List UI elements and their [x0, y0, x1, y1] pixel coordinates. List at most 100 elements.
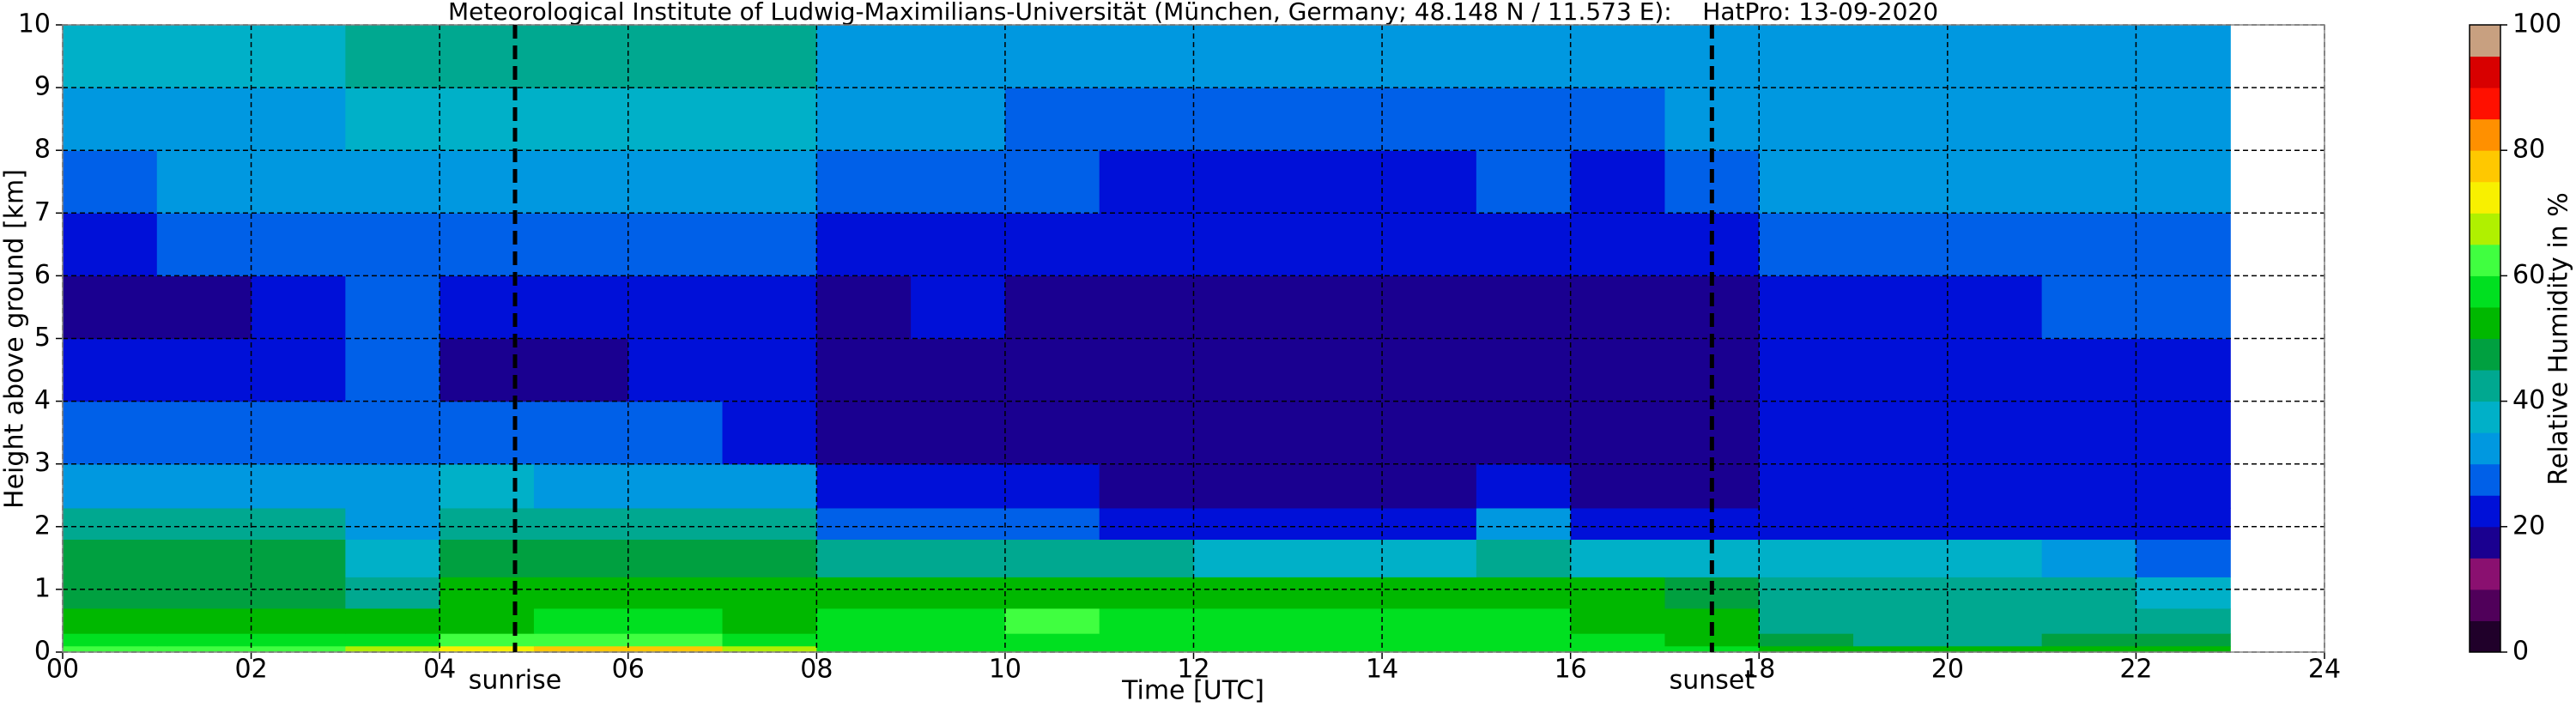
y-tick-label: 1 — [34, 573, 51, 603]
heatmap-cell — [627, 150, 724, 214]
heatmap-cell — [1853, 463, 1949, 509]
heatmap-cell — [251, 275, 346, 340]
heatmap-cell — [439, 507, 535, 541]
heatmap-cell — [1759, 338, 1854, 402]
heatmap-cell — [439, 213, 535, 276]
heatmap-cell — [345, 463, 440, 509]
heatmap-cell — [911, 338, 1006, 402]
heatmap-cell — [63, 645, 158, 653]
heatmap-cell — [251, 633, 346, 647]
heatmap-cell — [1476, 607, 1572, 634]
y-tick-label: 3 — [34, 448, 51, 478]
colorbar-segment — [2470, 88, 2500, 120]
heatmap-cell — [63, 213, 158, 276]
heatmap-cell — [1288, 607, 1383, 634]
heatmap-cell — [63, 338, 158, 402]
heatmap-cell — [533, 213, 629, 276]
heatmap-cell — [816, 25, 912, 88]
heatmap-cell — [1004, 150, 1100, 214]
annotation-label: sunset — [1670, 666, 1755, 696]
heatmap-cell — [345, 338, 440, 402]
colorbar-tick-label: 80 — [2512, 135, 2545, 165]
heatmap-cell — [1759, 645, 1854, 653]
heatmap-cell — [1288, 150, 1383, 214]
heatmap-cell — [2041, 607, 2137, 634]
heatmap-cell — [1853, 401, 1949, 465]
heatmap-cell — [2136, 539, 2231, 577]
heatmap-cell — [1193, 213, 1288, 276]
heatmap-cell — [156, 25, 252, 88]
heatmap-cell — [533, 338, 629, 402]
heatmap-cell — [1947, 539, 2043, 577]
heatmap-cell — [1759, 213, 1854, 276]
heatmap-cell — [816, 88, 912, 151]
heatmap-cell — [816, 607, 912, 634]
heatmap-cell — [1476, 338, 1572, 402]
heatmap-cell — [1099, 633, 1195, 647]
heatmap-cell — [816, 150, 912, 214]
heatmap-cell — [439, 25, 535, 88]
heatmap-cell — [1193, 463, 1288, 509]
heatmap-cell — [722, 88, 817, 151]
heatmap-cell — [251, 213, 346, 276]
heatmap-cell — [1099, 463, 1195, 509]
heatmap-cell — [627, 338, 724, 402]
heatmap-cell — [1947, 507, 2043, 541]
heatmap-cell — [345, 539, 440, 577]
heatmap-cell — [439, 539, 535, 577]
heatmap-cell — [1004, 338, 1100, 402]
heatmap-cell — [1759, 88, 1854, 151]
heatmap-cell — [722, 633, 817, 647]
heatmap-cell — [911, 401, 1006, 465]
heatmap-cell — [2136, 507, 2231, 541]
heatmap-cell — [911, 275, 1006, 340]
heatmap-cell — [1853, 150, 1949, 214]
heatmap-cell — [1570, 25, 1666, 88]
colorbar-segment — [2470, 306, 2500, 339]
heatmap-cell — [2041, 25, 2137, 88]
heatmap-cell — [533, 275, 629, 340]
heatmap-cell — [816, 338, 912, 402]
heatmap-cell — [2041, 507, 2137, 541]
annotation-label: sunrise — [469, 666, 561, 696]
heatmap-cell — [1476, 150, 1572, 214]
x-tick-label: 18 — [1743, 655, 1775, 685]
colorbar-segment — [2470, 370, 2500, 402]
heatmap-cell — [1382, 88, 1477, 151]
y-tick-label: 0 — [34, 637, 51, 667]
heatmap-cell — [911, 507, 1006, 541]
heatmap-cell — [439, 463, 535, 509]
heatmap-cell — [1570, 633, 1666, 647]
heatmap-cell — [533, 401, 629, 465]
heatmap-cell — [1193, 338, 1288, 402]
heatmap-cell — [345, 607, 440, 634]
heatmap-cell — [1099, 275, 1195, 340]
heatmap-cell — [1759, 607, 1854, 634]
heatmap-cell — [1947, 213, 2043, 276]
colorbar-tick-label: 20 — [2512, 511, 2545, 541]
heatmap-cell — [63, 633, 158, 647]
heatmap-cell — [911, 150, 1006, 214]
x-tick-label: 24 — [2308, 655, 2341, 685]
heatmap-cell — [1476, 463, 1572, 509]
heatmap-cell — [1288, 275, 1383, 340]
heatmap-cell — [1570, 607, 1666, 634]
colorbar-tick-label: 100 — [2512, 9, 2561, 39]
heatmap-cell — [1853, 25, 1949, 88]
heatmap-cell — [1288, 338, 1383, 402]
heatmap-cell — [2136, 25, 2231, 88]
heatmap-cell — [439, 275, 535, 340]
heatmap-cell — [1382, 150, 1477, 214]
heatmap-cell — [251, 150, 346, 214]
heatmap-cell — [156, 275, 252, 340]
heatmap-cell — [1476, 645, 1572, 653]
heatmap-cell — [533, 507, 629, 541]
heatmap-cell — [2041, 633, 2137, 647]
y-tick-label: 10 — [18, 9, 51, 39]
heatmap-cell — [533, 645, 629, 653]
heatmap-cell — [1947, 338, 2043, 402]
colorbar-segment — [2470, 56, 2500, 88]
heatmap-cell — [627, 645, 724, 653]
heatmap-cell — [1382, 577, 1477, 609]
heatmap-cell — [1570, 577, 1666, 609]
